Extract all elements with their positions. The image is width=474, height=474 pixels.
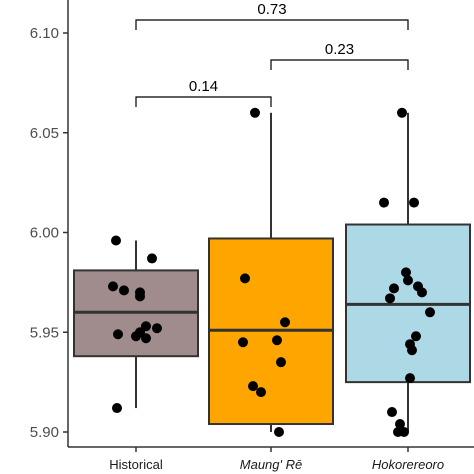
data-point-hokorereoro: [395, 419, 405, 430]
y-tick-label: 5.95: [30, 324, 59, 341]
data-point-hokorereoro: [401, 267, 411, 278]
data-point-maung-r: [248, 381, 258, 392]
data-point-historical: [119, 285, 129, 296]
data-point-historical: [108, 281, 118, 292]
data-point-hokorereoro: [409, 197, 419, 208]
significance-bracket: [270, 59, 409, 70]
data-point-hokorereoro: [393, 427, 403, 437]
data-point-maung-r: [256, 387, 266, 398]
data-point-maung-r: [276, 357, 286, 368]
p-value-label: 0.14: [189, 78, 218, 95]
axes: 5.90 5.95 6.00 6.05 6.10 Historical Maung' Rē H…: [30, 0, 474, 472]
data-point-hokorereoro: [397, 107, 407, 118]
data-point-maung-r: [240, 273, 250, 284]
data-point-hokorereoro: [407, 345, 417, 356]
x-tick-label: Maung' Rē: [240, 457, 302, 472]
data-point-hokorereoro: [411, 331, 421, 342]
y-tick-label: 5.90: [30, 424, 59, 441]
data-point-historical: [131, 331, 141, 342]
data-point-hokorereoro: [387, 407, 397, 418]
data-point-maung-r: [280, 317, 290, 328]
data-point-maung-r: [272, 335, 282, 346]
data-point-hokorereoro: [389, 283, 399, 294]
y-tick-label: 6.05: [30, 125, 59, 142]
data-point-hokorereoro: [405, 373, 415, 384]
data-point-historical: [113, 329, 123, 340]
p-value-label: 0.73: [257, 1, 286, 18]
data-point-historical: [147, 253, 157, 264]
x-tick-label: Historical: [109, 457, 163, 472]
data-point-hokorereoro: [403, 275, 413, 286]
significance-bracket: [135, 96, 272, 107]
y-tick-label: 6.00: [30, 225, 59, 242]
data-point-hokorereoro: [379, 197, 389, 208]
plot-area: 0.73 0.23 0.14: [73, 1, 471, 437]
data-point-hokorereoro: [385, 293, 395, 304]
data-point-hokorereoro: [425, 307, 435, 318]
y-tick-label: 6.10: [30, 25, 59, 42]
data-point-historical: [141, 333, 151, 344]
data-point-maung-r: [274, 427, 284, 437]
data-point-historical: [152, 323, 162, 334]
significance-bracket: [135, 19, 409, 30]
p-value-label: 0.23: [325, 41, 354, 58]
x-tick-label: Hokorereoro: [372, 457, 444, 472]
data-point-historical: [111, 235, 121, 246]
data-point-historical: [112, 403, 122, 414]
data-point-maung-r: [250, 107, 260, 118]
data-point-historical: [135, 291, 145, 302]
data-point-hokorereoro: [417, 287, 427, 298]
data-point-maung-r: [238, 337, 248, 348]
